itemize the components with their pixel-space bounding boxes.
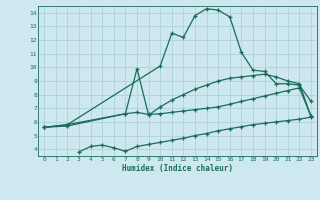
X-axis label: Humidex (Indice chaleur): Humidex (Indice chaleur): [122, 164, 233, 173]
